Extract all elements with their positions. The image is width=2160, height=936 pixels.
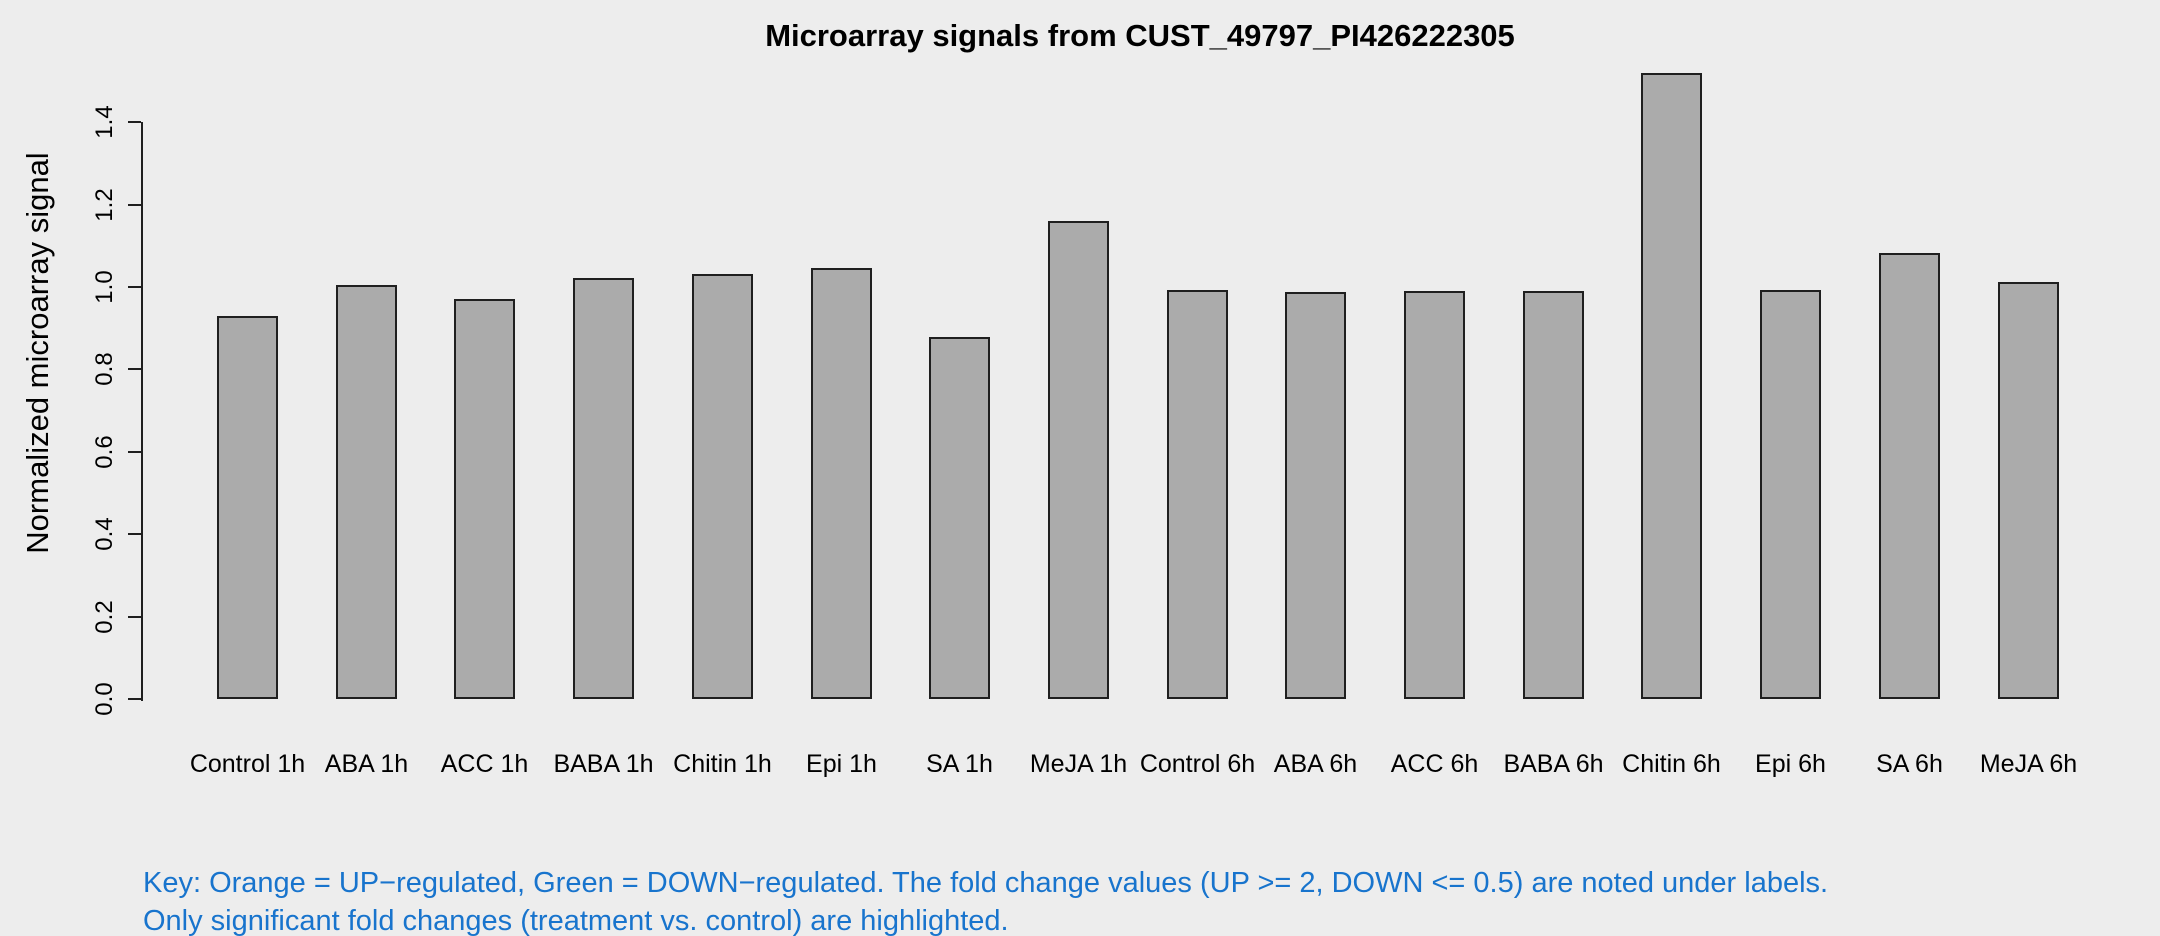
x-axis-label: MeJA 1h bbox=[1029, 750, 1128, 778]
y-axis-tick-label: 0.0 bbox=[91, 682, 118, 716]
bar-epi-6h bbox=[1760, 290, 1821, 699]
x-axis-label: Control 6h bbox=[1139, 750, 1256, 778]
y-axis-tick-label: 1.0 bbox=[91, 270, 118, 304]
bar-acc-1h bbox=[454, 299, 515, 699]
y-axis-tick-label: 0.2 bbox=[91, 599, 118, 634]
x-axis-label: BABA 1h bbox=[553, 750, 654, 778]
x-axis-label: ACC 1h bbox=[440, 750, 529, 778]
x-axis-label: Control 1h bbox=[189, 750, 306, 778]
chart-title: Microarray signals from CUST_49797_PI426… bbox=[765, 18, 1515, 53]
y-axis-tick-label: 0.6 bbox=[91, 435, 118, 469]
y-axis-line bbox=[141, 122, 143, 701]
bar-sa-1h bbox=[929, 337, 990, 699]
y-axis-tick-label: 1.4 bbox=[91, 105, 118, 139]
y-axis-tick-label: 0.4 bbox=[91, 517, 118, 551]
x-axis-label: SA 6h bbox=[1876, 750, 1943, 778]
key-caption: Key: Orange = UP−regulated, Green = DOWN… bbox=[143, 864, 1828, 936]
key-caption-line2: Only significant fold changes (treatment… bbox=[143, 905, 1009, 936]
bar-acc-6h bbox=[1404, 291, 1465, 699]
x-axis-label: BABA 6h bbox=[1503, 750, 1604, 778]
bar-control-6h bbox=[1167, 290, 1228, 699]
y-axis-tick bbox=[128, 203, 141, 206]
x-axis-label: ABA 6h bbox=[1273, 750, 1358, 778]
y-axis-label: Normalized microarray signal bbox=[20, 152, 55, 554]
x-axis-label: Epi 1h bbox=[806, 750, 877, 778]
x-axis-label: Chitin 6h bbox=[1622, 750, 1721, 778]
y-axis-tick-label: 0.8 bbox=[91, 352, 118, 387]
x-axis-label: ABA 1h bbox=[324, 750, 409, 778]
bar-control-1h bbox=[217, 316, 278, 699]
key-caption-line1: Key: Orange = UP−regulated, Green = DOWN… bbox=[143, 867, 1829, 899]
x-axis-label: Epi 6h bbox=[1755, 750, 1826, 778]
bar-baba-1h bbox=[573, 278, 634, 699]
y-axis-tick bbox=[128, 121, 141, 124]
x-axis-label: Chitin 1h bbox=[673, 750, 772, 778]
bar-chitin-6h bbox=[1641, 73, 1702, 699]
bar-meja-1h bbox=[1048, 221, 1109, 699]
y-axis-tick bbox=[128, 533, 141, 536]
bar-sa-6h bbox=[1879, 253, 1940, 699]
bar-aba-1h bbox=[336, 285, 397, 699]
bar-chitin-1h bbox=[692, 274, 753, 699]
y-axis-tick bbox=[128, 450, 141, 453]
bar-baba-6h bbox=[1523, 291, 1584, 699]
y-axis-tick bbox=[128, 698, 141, 700]
bar-meja-6h bbox=[1998, 282, 2059, 699]
x-axis-label: ACC 6h bbox=[1390, 750, 1479, 778]
x-axis-label: MeJA 6h bbox=[1979, 750, 2078, 778]
y-axis-tick bbox=[128, 286, 141, 288]
bar-epi-1h bbox=[811, 268, 872, 699]
x-axis-label: SA 1h bbox=[926, 750, 993, 778]
y-axis-tick-label: 1.2 bbox=[91, 187, 118, 222]
y-axis-tick bbox=[128, 615, 141, 618]
y-axis-tick bbox=[128, 368, 141, 371]
bar-aba-6h bbox=[1285, 292, 1346, 699]
